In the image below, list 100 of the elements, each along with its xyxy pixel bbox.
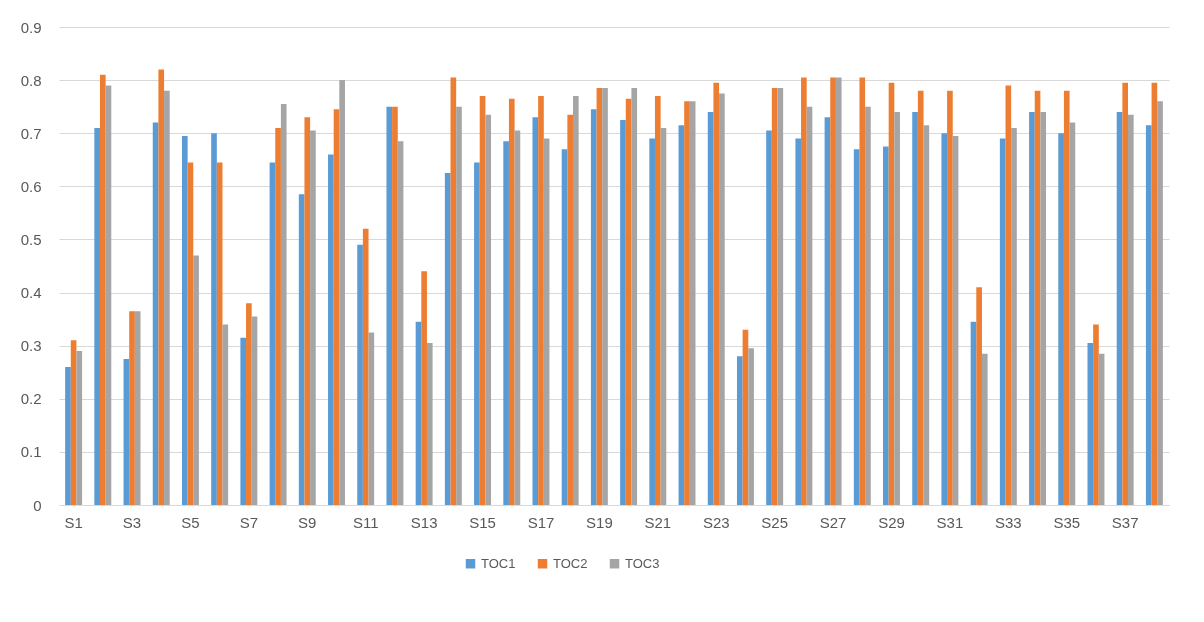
bar [894,111,900,505]
x-tick-label: S21 [644,513,672,531]
bar [193,255,199,505]
bar [766,130,772,505]
x-tick-label: S3 [122,513,142,531]
x-tick-label: S31 [936,513,964,531]
bar [602,88,608,505]
bar [1040,111,1047,505]
y-tick-label: 0.7 [20,124,42,142]
bar [947,90,953,505]
bar [508,98,515,505]
bar [654,96,661,505]
bar [999,138,1006,505]
y-tick-label: 0.1 [20,443,42,461]
x-tick-label: S33 [994,513,1022,531]
bar [158,69,165,505]
bar [736,356,743,505]
bar [859,77,866,505]
bar [485,114,492,505]
bar [941,133,948,505]
bar [1128,114,1134,505]
bar [713,82,720,505]
bar [573,96,579,505]
bar [830,77,836,505]
bar [801,77,807,505]
bar [474,162,480,505]
bar [386,106,393,505]
x-tick-label: S13 [410,513,438,531]
bar [304,117,311,505]
bar [981,353,988,505]
bar [620,119,626,505]
bar [426,343,433,505]
y-tick-label: 0.2 [20,390,42,408]
x-tick-label: S27 [819,513,847,531]
bar [392,106,398,505]
bar [503,141,509,505]
y-tick-label: 0.3 [20,337,42,355]
bar [1029,111,1035,505]
bar [1145,125,1152,505]
y-tick-label: 0.6 [20,177,42,195]
bar [129,311,135,505]
x-tick-label: S35 [1053,513,1081,531]
bar [538,96,544,505]
bar [310,130,316,505]
y-tick-label: 0.4 [20,284,42,302]
bar [590,109,597,505]
y-tick-label: 0.5 [20,230,42,248]
x-tick-label: S37 [1111,513,1139,531]
bar [1011,127,1017,505]
x-tick-label: S15 [469,513,496,531]
bar [917,90,924,505]
bar [883,146,889,505]
bar [719,93,725,505]
y-tick-label: 0.8 [20,71,42,89]
bar [912,111,918,505]
bar [748,348,754,505]
x-tick-label: S9 [298,513,317,531]
bar [1063,90,1070,505]
bar [76,350,83,505]
x-tick-label: S1 [64,513,83,531]
bar [280,104,287,505]
bar [777,88,784,505]
bar [94,127,100,505]
bar [444,173,451,505]
x-tick-label: S25 [761,513,789,531]
y-tick-label: 0.9 [20,18,42,36]
bar [328,154,334,505]
bar [357,244,363,505]
bar [976,287,982,505]
bar [1093,324,1099,505]
x-tick-label: S29 [878,513,905,531]
bar [795,138,802,505]
legend-label: TOC2 [553,555,588,571]
bar [246,303,252,505]
bar [211,133,217,505]
bar [362,228,369,505]
bar [339,80,345,505]
bar [1157,101,1163,505]
bar [1058,133,1064,505]
bar [684,101,690,505]
bar [65,366,71,505]
bar [835,77,842,505]
bar [631,88,638,505]
bar [275,127,281,505]
bar [865,106,871,505]
y-tick-label: 0 [33,496,42,514]
bar [421,271,427,505]
bar [456,106,462,505]
bar [567,114,574,505]
x-tick-label: S17 [527,513,555,531]
x-tick-label: S5 [181,513,200,531]
bar [649,138,655,505]
bar [1122,82,1129,505]
x-tick-label: S19 [586,513,613,531]
bar [222,324,229,505]
legend-label: TOC1 [481,555,516,571]
bar [99,74,106,505]
x-tick-label: S23 [702,513,730,531]
x-tick-label: S7 [239,513,259,531]
bar [181,135,188,505]
